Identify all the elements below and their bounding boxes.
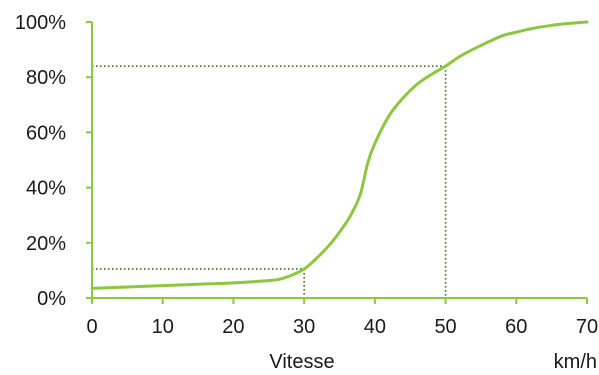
y-tick-label: 40% <box>26 178 66 200</box>
x-tick-label: 10 <box>152 316 174 338</box>
y-tick-label: 80% <box>26 67 66 89</box>
y-ticks: 0% 20% 40% 60% 80% 100% <box>15 12 92 310</box>
x-tick-label: 0 <box>86 316 97 338</box>
x-tick-label: 30 <box>293 316 315 338</box>
x-axis-label: Vitesse <box>269 351 334 373</box>
x-tick-label: 20 <box>222 316 244 338</box>
y-tick-label: 0% <box>37 288 66 310</box>
axes <box>91 22 587 299</box>
x-tick-label: 60 <box>505 316 527 338</box>
y-tick-label: 20% <box>26 233 66 255</box>
series-layer <box>90 20 589 290</box>
y-tick-label: 100% <box>15 12 66 34</box>
x-axis-unit: km/h <box>554 351 597 373</box>
reference-lines <box>92 65 447 298</box>
x-ticks: 0 10 20 30 40 50 60 70 <box>86 298 598 338</box>
y-tick-label: 60% <box>26 122 66 144</box>
series-line <box>90 20 589 290</box>
x-tick-label: 70 <box>576 316 598 338</box>
x-tick-label: 40 <box>364 316 386 338</box>
x-tick-label: 50 <box>434 316 456 338</box>
